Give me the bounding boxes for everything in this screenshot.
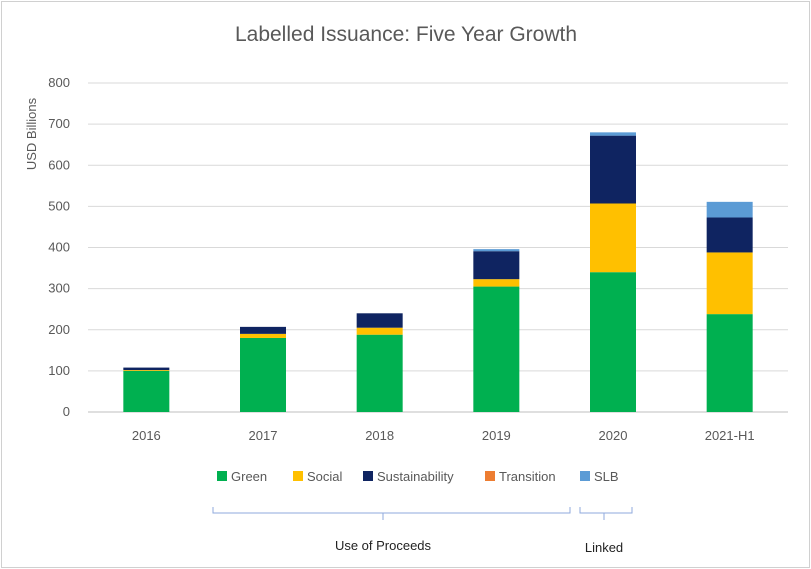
y-tick-label: 800 <box>48 75 70 90</box>
bar-segment <box>706 252 753 315</box>
legend-label: Sustainability <box>377 469 454 484</box>
x-tick-label: 2017 <box>249 428 278 443</box>
bar-segment <box>123 370 170 412</box>
gridlines <box>88 82 788 413</box>
y-tick-label: 300 <box>48 281 70 296</box>
bar-segment <box>590 132 636 136</box>
x-tick-label: 2018 <box>365 428 394 443</box>
y-tick-label: 700 <box>48 116 70 131</box>
y-tick-label: 0 <box>63 404 70 419</box>
y-tick-label: 400 <box>48 240 70 255</box>
legend-swatch <box>485 471 495 481</box>
bars <box>123 132 753 412</box>
bar-segment <box>356 327 403 335</box>
bar-segment <box>473 251 520 280</box>
bar-segment <box>123 370 170 371</box>
bar-segment <box>123 367 170 371</box>
x-tick-label: 2016 <box>132 428 161 443</box>
bar-segment <box>240 333 286 338</box>
bar-segment <box>706 201 753 218</box>
legend-swatch <box>580 471 590 481</box>
x-tick-label: 2021-H1 <box>705 428 755 443</box>
bar-segment <box>356 334 403 412</box>
chart-title: Labelled Issuance: Five Year Growth <box>235 23 577 46</box>
x-tick-labels: 2016 2017 2018 2019 2020 2021-H1 <box>132 428 755 443</box>
y-tick-label: 600 <box>48 157 70 172</box>
legend-swatch <box>293 471 303 481</box>
bar-segment <box>706 217 753 253</box>
bar-segment <box>356 313 403 328</box>
legend: Green Social Sustainability Transition SLB <box>217 469 619 484</box>
bar-segment <box>473 286 520 412</box>
bar-segment <box>706 314 753 412</box>
group-bracket <box>579 507 633 520</box>
bar-segment <box>240 326 286 334</box>
group-bracket <box>212 507 571 520</box>
legend-swatch <box>217 471 227 481</box>
legend-label: Green <box>231 469 267 484</box>
legend-label: Social <box>307 469 343 484</box>
legend-label: SLB <box>594 469 619 484</box>
legend-swatch <box>363 471 373 481</box>
bar-segment <box>590 135 636 204</box>
y-axis-title: USD Billions <box>24 97 39 170</box>
group-label: Use of Proceeds <box>335 538 432 553</box>
y-tick-label: 500 <box>48 198 70 213</box>
bar-segment <box>473 279 520 287</box>
y-tick-label: 100 <box>48 363 70 378</box>
bar-segment <box>240 337 286 412</box>
category-groups: Use of Proceeds Linked <box>212 507 633 555</box>
x-tick-label: 2019 <box>482 428 511 443</box>
x-tick-label: 2020 <box>599 428 628 443</box>
legend-label: Transition <box>499 469 556 484</box>
group-label: Linked <box>585 540 623 555</box>
bar-segment <box>590 272 636 412</box>
y-tick-label: 200 <box>48 322 70 337</box>
bar-segment <box>473 249 520 252</box>
bar-segment <box>590 203 636 273</box>
y-tick-labels: 0 100 200 300 400 500 600 700 800 <box>48 75 70 419</box>
